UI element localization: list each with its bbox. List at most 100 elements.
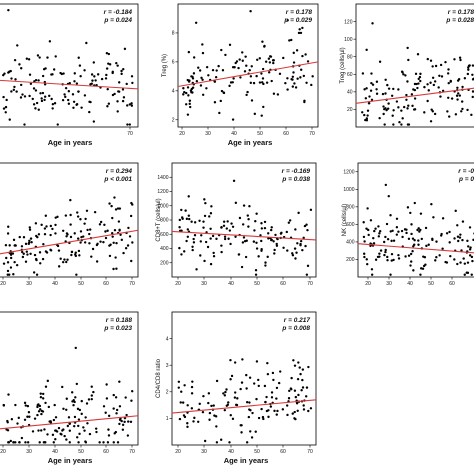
data-point <box>54 416 58 419</box>
data-point <box>287 397 291 400</box>
data-point <box>276 237 279 241</box>
data-point <box>126 104 129 107</box>
data-point <box>262 82 265 86</box>
data-point <box>307 365 310 369</box>
data-point <box>245 387 248 390</box>
data-point <box>118 422 121 426</box>
data-point <box>69 223 72 226</box>
p-value-label: p = 0.029 <box>283 17 312 24</box>
data-point <box>107 434 111 437</box>
data-point <box>444 60 447 64</box>
data-point <box>192 237 195 241</box>
data-point <box>117 220 121 223</box>
data-point <box>116 64 119 67</box>
data-point <box>281 408 285 411</box>
data-point <box>286 19 289 22</box>
data-point <box>437 86 440 89</box>
data-point <box>429 120 433 123</box>
data-point <box>72 399 75 402</box>
data-point <box>201 93 205 96</box>
data-point <box>463 77 467 80</box>
data-point <box>111 232 114 235</box>
data-point <box>118 229 121 232</box>
data-point <box>307 409 310 413</box>
data-point <box>38 251 42 254</box>
data-point <box>17 416 20 420</box>
y-tick-label: 2 <box>172 117 175 123</box>
data-point <box>260 114 263 117</box>
data-point <box>299 372 302 376</box>
data-point <box>457 239 460 243</box>
data-point <box>215 425 218 428</box>
data-point <box>371 83 375 86</box>
data-point <box>7 71 10 74</box>
data-point <box>418 230 421 233</box>
data-point <box>21 93 24 96</box>
data-point <box>362 235 366 239</box>
data-point <box>292 61 296 64</box>
data-point <box>291 252 294 255</box>
data-point <box>275 386 279 390</box>
data-point <box>363 240 366 243</box>
data-point <box>29 82 33 86</box>
data-point <box>291 254 295 257</box>
data-point <box>57 426 61 430</box>
data-point <box>431 76 435 79</box>
data-point <box>466 239 469 243</box>
data-point <box>426 83 429 86</box>
data-point <box>288 389 291 393</box>
data-point <box>89 83 92 86</box>
data-point <box>293 247 297 250</box>
data-point <box>121 99 125 103</box>
data-point <box>130 75 134 78</box>
data-point <box>43 98 46 102</box>
data-point <box>286 413 289 417</box>
data-point <box>30 241 33 244</box>
data-point <box>302 236 305 240</box>
data-point <box>299 239 303 243</box>
data-point <box>370 81 373 85</box>
data-point <box>417 77 420 81</box>
data-point <box>306 264 310 268</box>
data-point <box>224 390 227 394</box>
y-tick-label: 8 <box>172 31 175 37</box>
data-point <box>76 436 79 439</box>
data-point <box>76 211 79 214</box>
data-point <box>431 237 434 241</box>
y-tick-label: 1200 <box>343 169 354 175</box>
data-point <box>231 225 235 228</box>
y-tick-label: 600 <box>346 222 355 228</box>
data-point <box>386 238 390 241</box>
data-point <box>446 110 449 113</box>
data-point <box>185 239 188 243</box>
data-point <box>20 436 24 440</box>
y-tick-label: 1000 <box>343 187 354 193</box>
data-point <box>294 86 298 89</box>
data-point <box>93 75 96 78</box>
p-value-label: p = 0 <box>458 176 474 183</box>
data-point <box>83 429 86 432</box>
data-point <box>67 416 71 419</box>
regression-line <box>0 79 139 90</box>
data-point <box>181 217 184 220</box>
data-point <box>270 238 273 242</box>
data-point <box>463 262 467 265</box>
data-point <box>254 219 257 223</box>
data-point <box>7 225 10 228</box>
data-point <box>2 95 5 99</box>
data-point <box>80 399 83 403</box>
data-point <box>400 70 404 73</box>
data-point <box>105 383 108 386</box>
data-point <box>87 398 91 401</box>
data-point <box>378 60 382 63</box>
data-point <box>395 233 399 236</box>
data-point <box>429 81 432 84</box>
data-point <box>405 93 408 97</box>
data-point <box>379 249 383 252</box>
data-point <box>232 179 236 183</box>
data-point <box>470 273 473 276</box>
data-point <box>51 433 55 437</box>
data-point <box>186 235 190 238</box>
data-point <box>66 233 69 236</box>
data-point <box>406 206 410 209</box>
